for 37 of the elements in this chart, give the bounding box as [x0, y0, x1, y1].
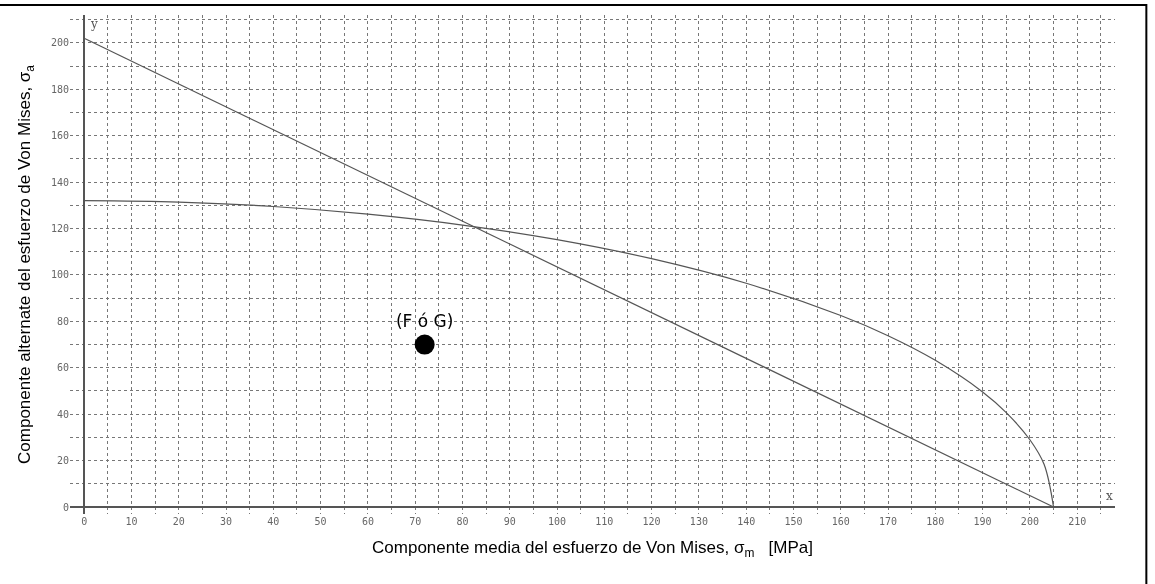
- x-tick-label: 200: [1020, 516, 1039, 527]
- x-tick-label: 130: [689, 516, 708, 527]
- x-tick-label: 120: [642, 516, 661, 527]
- x-tick-label: 180: [926, 516, 945, 527]
- x-tick-label: 140: [737, 516, 756, 527]
- series-label: (F ó G): [395, 310, 454, 331]
- x-tick-label: 30: [220, 516, 233, 527]
- x-tick-label: 90: [503, 516, 516, 527]
- x-tick-label: 50: [314, 516, 327, 527]
- y-tick-label: 120: [50, 223, 69, 235]
- y-tick-label: 0: [62, 501, 69, 513]
- x-tick-label: 80: [456, 516, 469, 527]
- x-tick-label: 190: [973, 516, 992, 527]
- annotation: x: [1106, 489, 1113, 503]
- x-tick-label: 110: [595, 516, 614, 527]
- x-tick-label: 70: [409, 516, 422, 527]
- y-tick-label: 20: [56, 455, 69, 467]
- y-tick-label: 40: [56, 408, 69, 420]
- x-tick-label: 100: [548, 516, 567, 527]
- x-tick-label: 0: [81, 516, 88, 527]
- y-tick-label: 60: [56, 362, 69, 374]
- y-tick-label: 200: [50, 37, 69, 49]
- y-tick-label: 160: [50, 130, 69, 142]
- x-tick-label: 10: [125, 516, 138, 527]
- x-tick-label: 40: [267, 516, 280, 527]
- y-tick-label: 80: [56, 315, 69, 327]
- x-tick-label: 60: [361, 516, 374, 527]
- x-tick-label: 210: [1068, 516, 1087, 527]
- x-tick-label: 20: [172, 516, 185, 527]
- y-tick-label: 180: [50, 83, 69, 95]
- x-tick-label: 170: [879, 516, 898, 527]
- x-tick-label: 150: [784, 516, 803, 527]
- x-axis-title: Componente media del esfuerzo de Von Mises, σ$_{m}$ [MPa]: [372, 538, 813, 560]
- annotation: y: [90, 17, 98, 31]
- y-tick-label: 100: [50, 269, 69, 281]
- y-tick-label: 140: [50, 176, 69, 188]
- x-tick-label: 160: [831, 516, 850, 527]
